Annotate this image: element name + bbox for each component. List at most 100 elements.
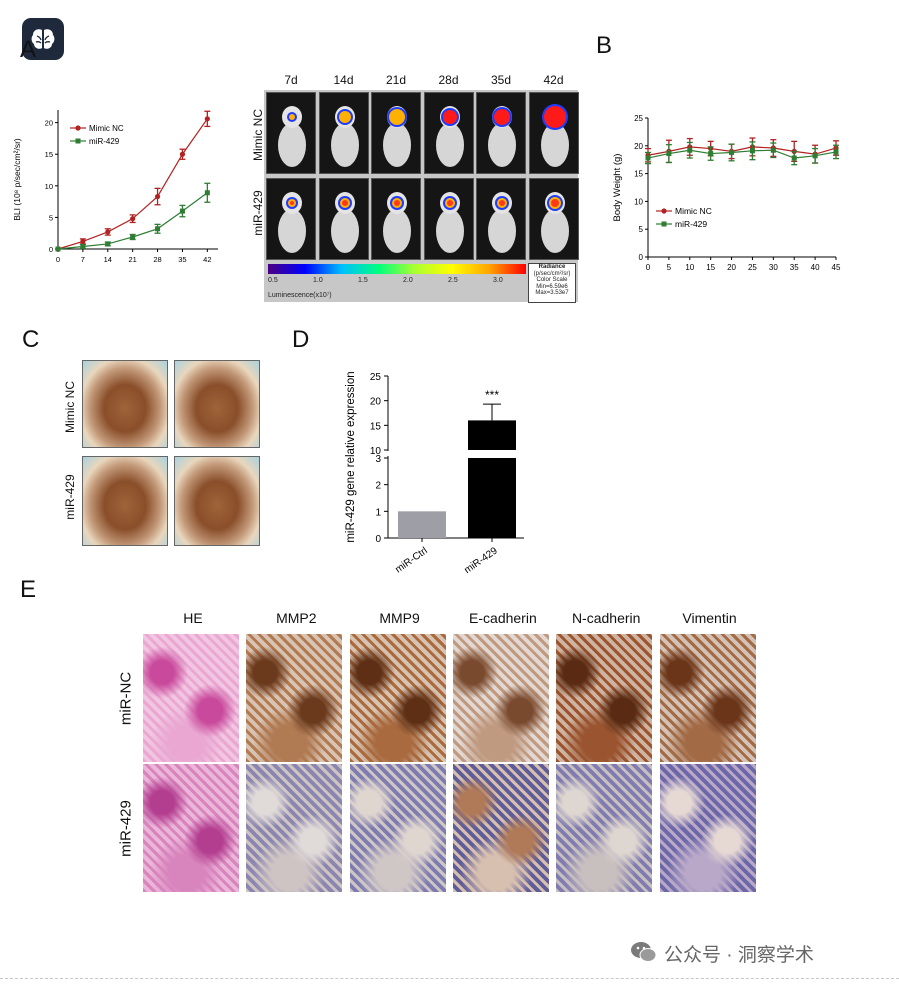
- series-line: [647, 149, 837, 159]
- signal-core: [338, 111, 351, 123]
- colorbar-tick-label: 2.5: [448, 277, 458, 284]
- legend-label: miR-429: [675, 219, 707, 229]
- x-tick-label: 45: [832, 263, 841, 272]
- x-tick-label: 0: [56, 255, 60, 264]
- data-point: [770, 147, 776, 153]
- ihc-image-1-3: [452, 764, 549, 892]
- ihc-column-label-2: MMP9: [379, 610, 420, 626]
- brain-icon: [31, 29, 55, 49]
- mouse-image-1-5: [528, 178, 579, 260]
- data-point: [687, 147, 693, 153]
- ihc-row-label-mirnc: miR-NC: [117, 671, 135, 726]
- radiance-scale-0: Color Scale: [536, 277, 568, 284]
- colorbar-tick-label: 2.0: [403, 277, 413, 284]
- panel-letter-c: C: [22, 326, 40, 353]
- bli-row-label-mimic: Mimic NC: [251, 109, 265, 161]
- x-tick-label: 14: [104, 255, 112, 264]
- y-tick-label: 25: [370, 372, 382, 383]
- signal-center: [290, 201, 294, 205]
- signal-core: [543, 106, 566, 128]
- body-weight-line-chart: 0 5 10 15 20 25 0 5 10 15 20 25 30 35 40 45 Body Weight …: [612, 114, 841, 272]
- y-tick-label: 10: [370, 446, 382, 457]
- y-tick-label: 0: [375, 534, 381, 545]
- signal-center: [394, 200, 400, 206]
- ihc-image-1-4: [556, 764, 653, 892]
- app-brain-icon[interactable]: [22, 18, 64, 60]
- data-point: [833, 149, 839, 155]
- bar: [398, 511, 446, 538]
- signal-center: [446, 200, 453, 206]
- data-point: [105, 229, 111, 235]
- x-tick-label: 28: [153, 255, 161, 264]
- mouse-image-0-1: [318, 92, 369, 174]
- y-tick-label: 15: [45, 150, 53, 159]
- ihc-column-label-1: MMP2: [276, 610, 317, 626]
- signal-core: [289, 114, 295, 120]
- mouse-image-1-2: [371, 178, 421, 260]
- significance-label: ***: [485, 388, 499, 402]
- y-tick-label: 20: [634, 142, 643, 151]
- tumor-photo-mir429-2: [174, 456, 260, 546]
- y-tick-label: 5: [639, 225, 644, 234]
- legend-marker: [661, 221, 667, 227]
- mouse-body: [540, 209, 569, 253]
- y-tick-label: 1: [375, 507, 381, 518]
- y-axis-label: BLI (10⁸ p/sec/cm²/sr): [12, 138, 22, 221]
- mouse-silhouette: [488, 192, 516, 253]
- signal-core: [389, 109, 405, 125]
- mouse-image-0-4: [476, 92, 526, 174]
- y-tick-label: 15: [370, 421, 382, 432]
- y-tick-label: 0: [639, 253, 644, 262]
- y-tick-label: 5: [49, 213, 53, 222]
- y-axis-label: Body Weight (g): [612, 154, 623, 222]
- ihc-row-label-mir429: miR-429: [117, 800, 135, 857]
- mouse-body: [278, 123, 306, 167]
- mouse-body: [488, 209, 516, 253]
- x-tick-label: 15: [706, 263, 715, 272]
- series-line: [647, 146, 837, 156]
- mouse-silhouette: [435, 106, 464, 167]
- bar-lower: [468, 458, 516, 538]
- mouse-body: [435, 123, 464, 167]
- y-tick-label: 20: [45, 119, 53, 128]
- ihc-image-1-1: [246, 764, 343, 892]
- data-point: [80, 238, 86, 245]
- ihc-image-0-1: [246, 634, 343, 762]
- data-point: [80, 243, 86, 249]
- ihc-image-1-2: [349, 764, 446, 892]
- x-tick-label: 30: [769, 263, 778, 272]
- y-tick-label: 2: [375, 481, 381, 492]
- colorbar-tick-label: 1.5: [358, 277, 368, 284]
- ihc-column-label-4: N-cadherin: [571, 610, 641, 626]
- signal-center: [499, 200, 505, 206]
- y-tick-label: 10: [634, 197, 643, 206]
- radiance-title: Radiance: [538, 264, 566, 270]
- signal-core: [494, 109, 510, 125]
- colorbar-tick-label: 0.5: [268, 277, 278, 284]
- mouse-silhouette: [540, 104, 569, 167]
- ihc-image-0-3: [452, 634, 549, 762]
- mouse-silhouette: [330, 106, 359, 167]
- series-line: [57, 118, 208, 250]
- x-tick-label: 21: [128, 255, 136, 264]
- data-point: [179, 151, 186, 157]
- signal-core: [442, 110, 457, 124]
- ihc-column-label-3: E-cadherin: [469, 610, 537, 626]
- legend-label: Mimic NC: [89, 124, 124, 133]
- mouse-image-1-4: [476, 178, 526, 260]
- x-tick-label: 35: [790, 263, 799, 272]
- data-point: [791, 155, 797, 161]
- x-tick-label: miR-429: [462, 545, 500, 576]
- x-tick-label: miR-Ctrl: [393, 545, 429, 575]
- data-point: [666, 151, 672, 157]
- x-tick-label: 40: [811, 263, 820, 272]
- panel-letter-d: D: [292, 326, 310, 353]
- tumor-photo-mimic-2: [174, 360, 260, 448]
- panel-letter-e: E: [20, 576, 37, 603]
- mouse-body: [278, 209, 306, 253]
- day-label-42d: 42d: [543, 73, 564, 87]
- colorbar-tick-label: 3.0: [493, 277, 503, 284]
- ihc-image-0-4: [556, 634, 653, 762]
- legend-marker: [661, 208, 667, 214]
- colorbar-tick-label: 1.0: [313, 277, 323, 284]
